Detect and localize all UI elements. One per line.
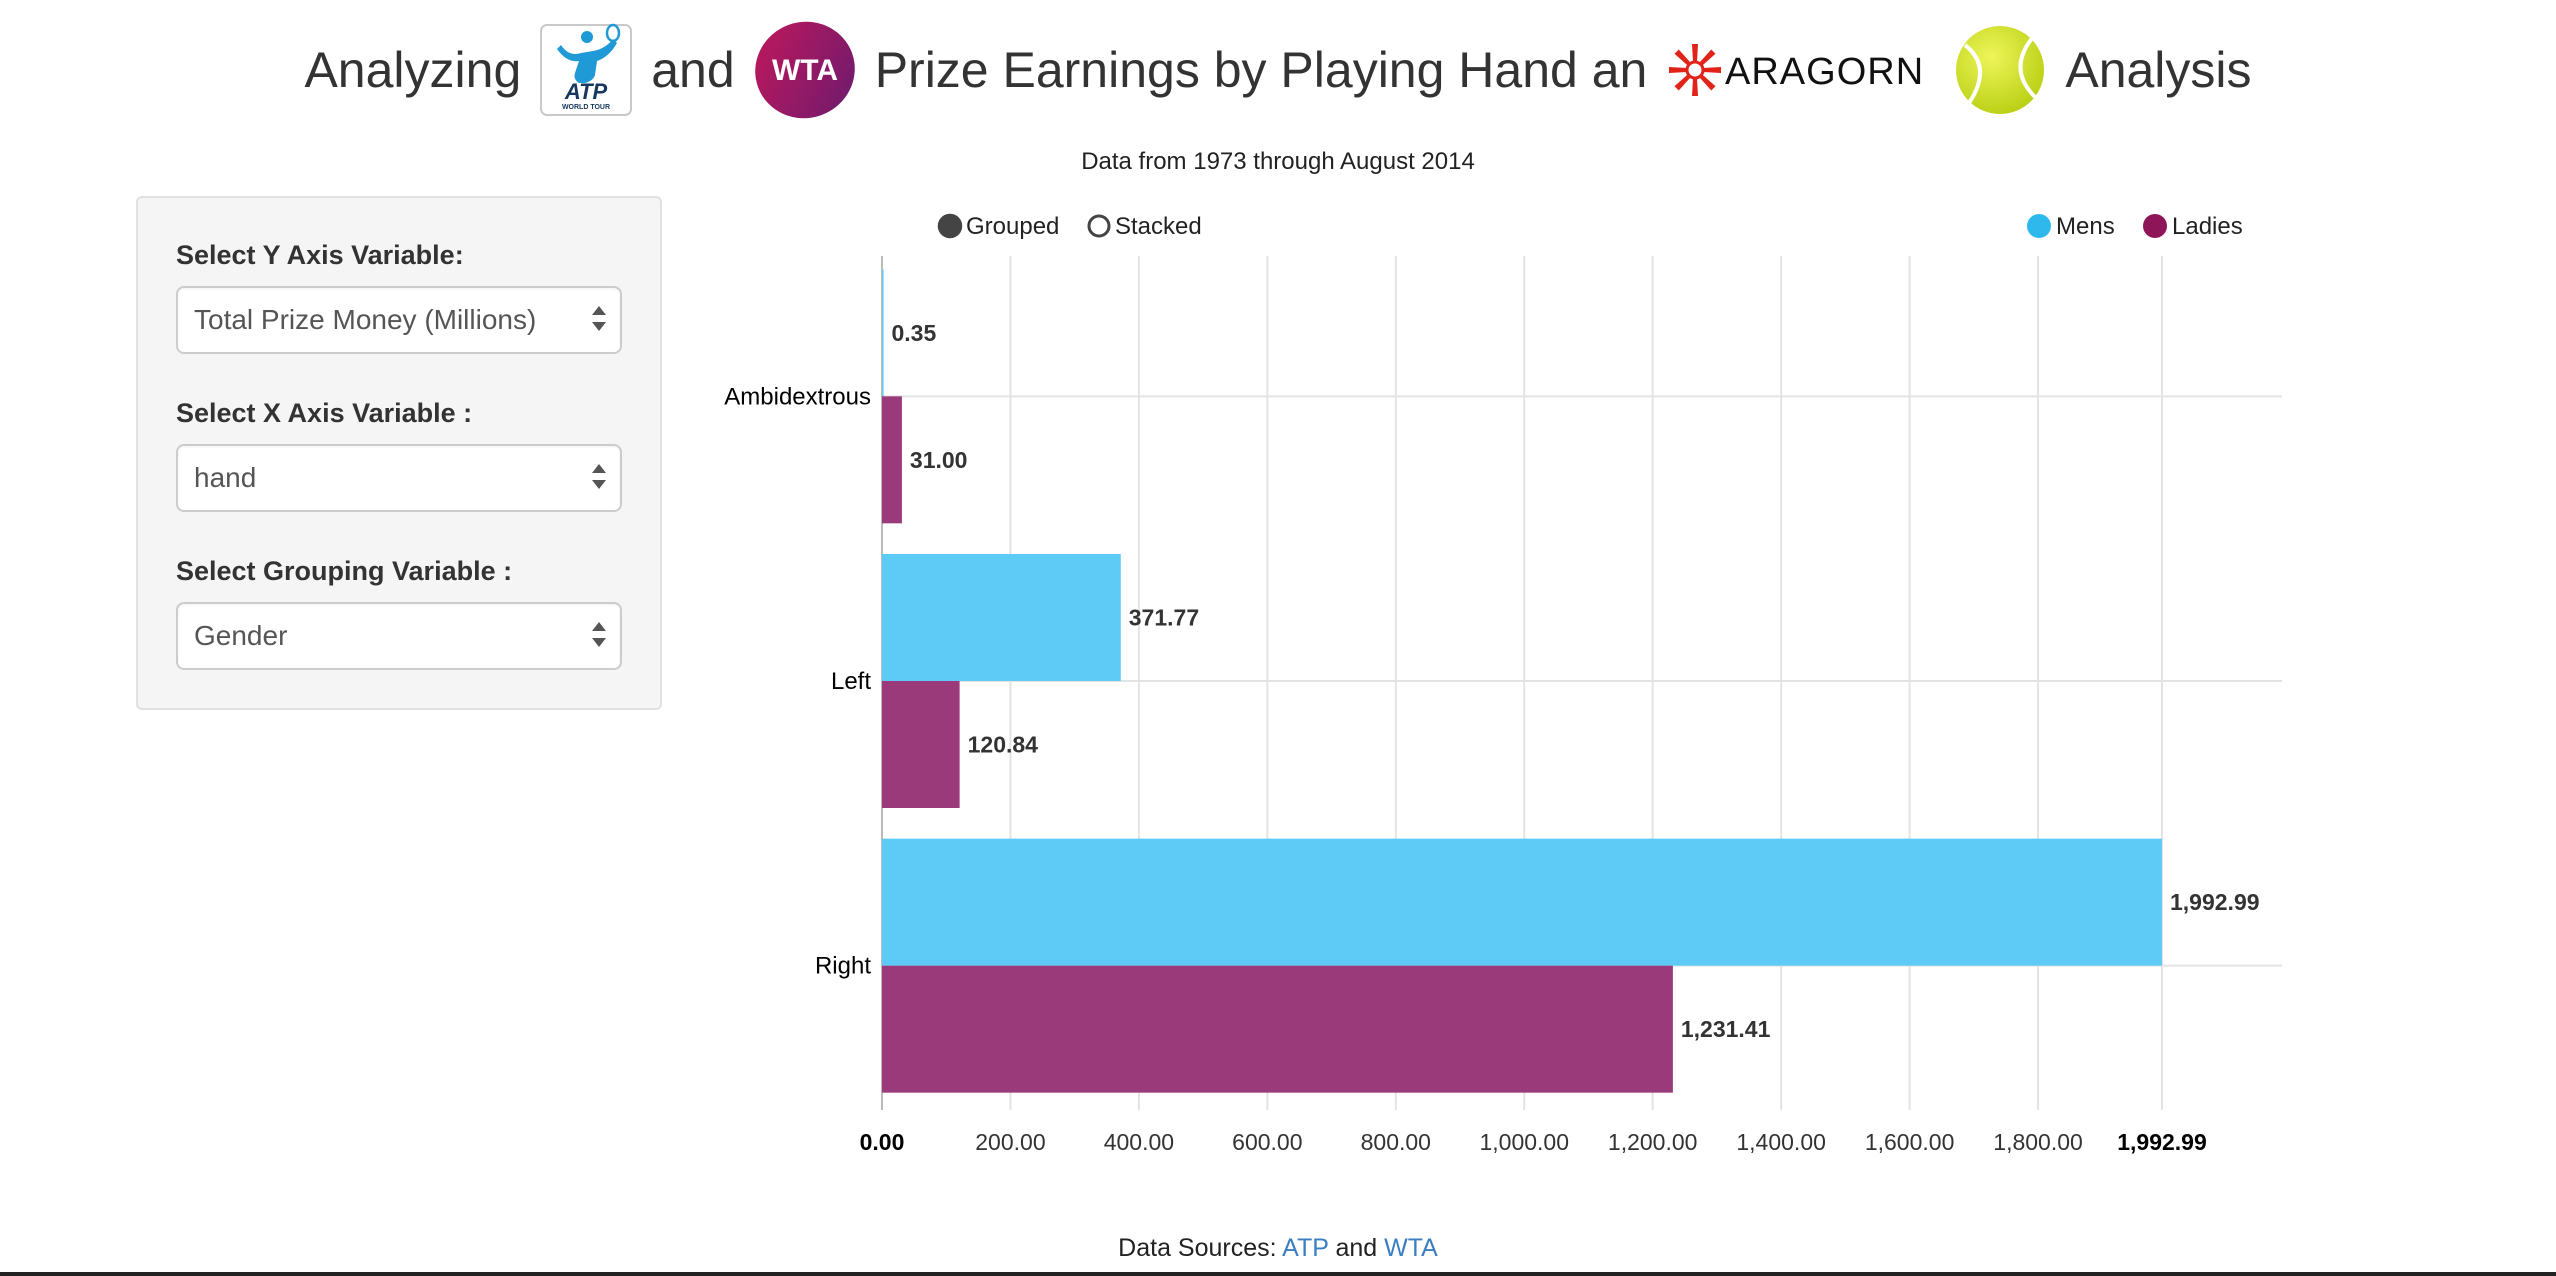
- bottom-divider: [0, 1272, 2556, 1276]
- aragorn-star-icon: [1669, 44, 1722, 96]
- chart-bars: [882, 269, 2162, 1093]
- bar-value-label: 120.84: [968, 732, 1039, 758]
- wta-logo-text: WTA: [772, 54, 838, 87]
- bar-mens-ambidextrous[interactable]: [882, 269, 884, 397]
- bar-ladies-right[interactable]: [882, 965, 1673, 1093]
- stacked-radio[interactable]: Stacked: [1087, 213, 1202, 240]
- x-tick-label: 1,800.00: [1993, 1129, 2083, 1155]
- grouping-select-value: Gender: [194, 620, 288, 651]
- grouping-select[interactable]: Gender: [176, 602, 622, 670]
- x-tick-label: 1,600.00: [1865, 1129, 1955, 1155]
- aragorn-logo-text: ARAGORN: [1725, 51, 1924, 93]
- x-tick-label: 600.00: [1232, 1129, 1302, 1155]
- y-category-label: Right: [815, 953, 871, 980]
- x-tick-label: 1,000.00: [1479, 1129, 1569, 1155]
- select-arrows-icon: [592, 462, 606, 496]
- legend-mens-swatch: [2027, 214, 2051, 238]
- bar-mens-right[interactable]: [882, 838, 2162, 966]
- bar-ladies-ambidextrous[interactable]: [882, 396, 902, 524]
- y-axis-select-value: Total Prize Money (Millions): [194, 304, 537, 335]
- grouping-select-label: Select Grouping Variable :: [176, 556, 513, 586]
- y-axis-select[interactable]: Total Prize Money (Millions): [176, 286, 622, 354]
- atp-logo-subtext: WORLD TOUR: [562, 104, 610, 111]
- x-tick-label: 1,992.99: [2117, 1129, 2207, 1155]
- title-text-analyzing: Analyzing: [304, 42, 522, 98]
- y-category-label: Ambidextrous: [724, 383, 871, 410]
- page-header: Analyzing ATP WORLD TOUR and WTA Prize E…: [0, 0, 2556, 140]
- x-axis-select-value: hand: [194, 462, 257, 493]
- grouped-radio-dot: [937, 213, 963, 239]
- atp-source-link[interactable]: ATP: [1282, 1234, 1329, 1262]
- bar-value-label: 0.35: [892, 320, 937, 346]
- x-tick-label: 200.00: [975, 1129, 1045, 1155]
- x-tick-label: 800.00: [1361, 1129, 1431, 1155]
- atp-logo: ATP WORLD TOUR: [540, 23, 633, 116]
- select-arrows-icon: [592, 620, 606, 654]
- wta-source-link[interactable]: WTA: [1384, 1234, 1438, 1262]
- bar-mens-left[interactable]: [882, 554, 1121, 681]
- stacked-radio-label: Stacked: [1115, 213, 1202, 240]
- title-text-main: Prize Earnings by Playing Hand an: [874, 42, 1648, 98]
- x-axis-select[interactable]: hand: [176, 444, 622, 512]
- footer: Data Sources: ATP and WTA: [0, 1234, 2556, 1263]
- legend-ladies-label: Ladies: [2172, 213, 2243, 240]
- atp-logo-text: ATP: [564, 79, 608, 104]
- x-tick-label: 1,200.00: [1608, 1129, 1698, 1155]
- x-tick-label: 0.00: [860, 1129, 905, 1155]
- x-axis-select-label: Select X Axis Variable :: [176, 398, 473, 428]
- legend-mens-label: Mens: [2056, 213, 2115, 240]
- y-axis-select-label: Select Y Axis Variable:: [176, 240, 464, 270]
- control-panel: Select Y Axis Variable: Total Prize Mone…: [136, 196, 662, 710]
- wta-logo: WTA: [754, 21, 855, 119]
- bar-value-label: 371.77: [1129, 605, 1199, 631]
- bar-value-label: 1,231.41: [1681, 1016, 1771, 1042]
- chart-axes: 0.00 200.00 400.00 600.00 800.00 1,000.00 1,20…: [724, 320, 2259, 1155]
- stacked-radio-dot: [1087, 214, 1111, 238]
- grouped-radio[interactable]: Grouped: [937, 213, 1059, 240]
- footer-prefix: Data Sources:: [1118, 1234, 1277, 1262]
- legend-item-mens[interactable]: Mens: [2027, 213, 2115, 240]
- chart-subtitle: Data from 1973 through August 2014: [1081, 148, 1475, 175]
- bar-value-label: 1,992.99: [2170, 889, 2260, 915]
- bar-ladies-left[interactable]: [882, 681, 960, 808]
- x-tick-label: 400.00: [1104, 1129, 1174, 1155]
- y-category-label: Left: [831, 668, 871, 695]
- bar-value-label: 31.00: [910, 447, 968, 473]
- legend-item-ladies[interactable]: Ladies: [2143, 213, 2243, 240]
- legend-ladies-swatch: [2143, 214, 2167, 238]
- aragorn-logo: ARAGORN: [1669, 44, 1924, 96]
- title-text-and: and: [651, 42, 735, 98]
- tennis-ball-icon: [1956, 26, 2045, 114]
- grouped-radio-label: Grouped: [966, 213, 1059, 240]
- select-arrows-icon: [592, 304, 606, 338]
- footer-and: and: [1335, 1234, 1378, 1262]
- title-text-analysis: Analysis: [2065, 42, 2252, 98]
- x-tick-label: 1,400.00: [1736, 1129, 1826, 1155]
